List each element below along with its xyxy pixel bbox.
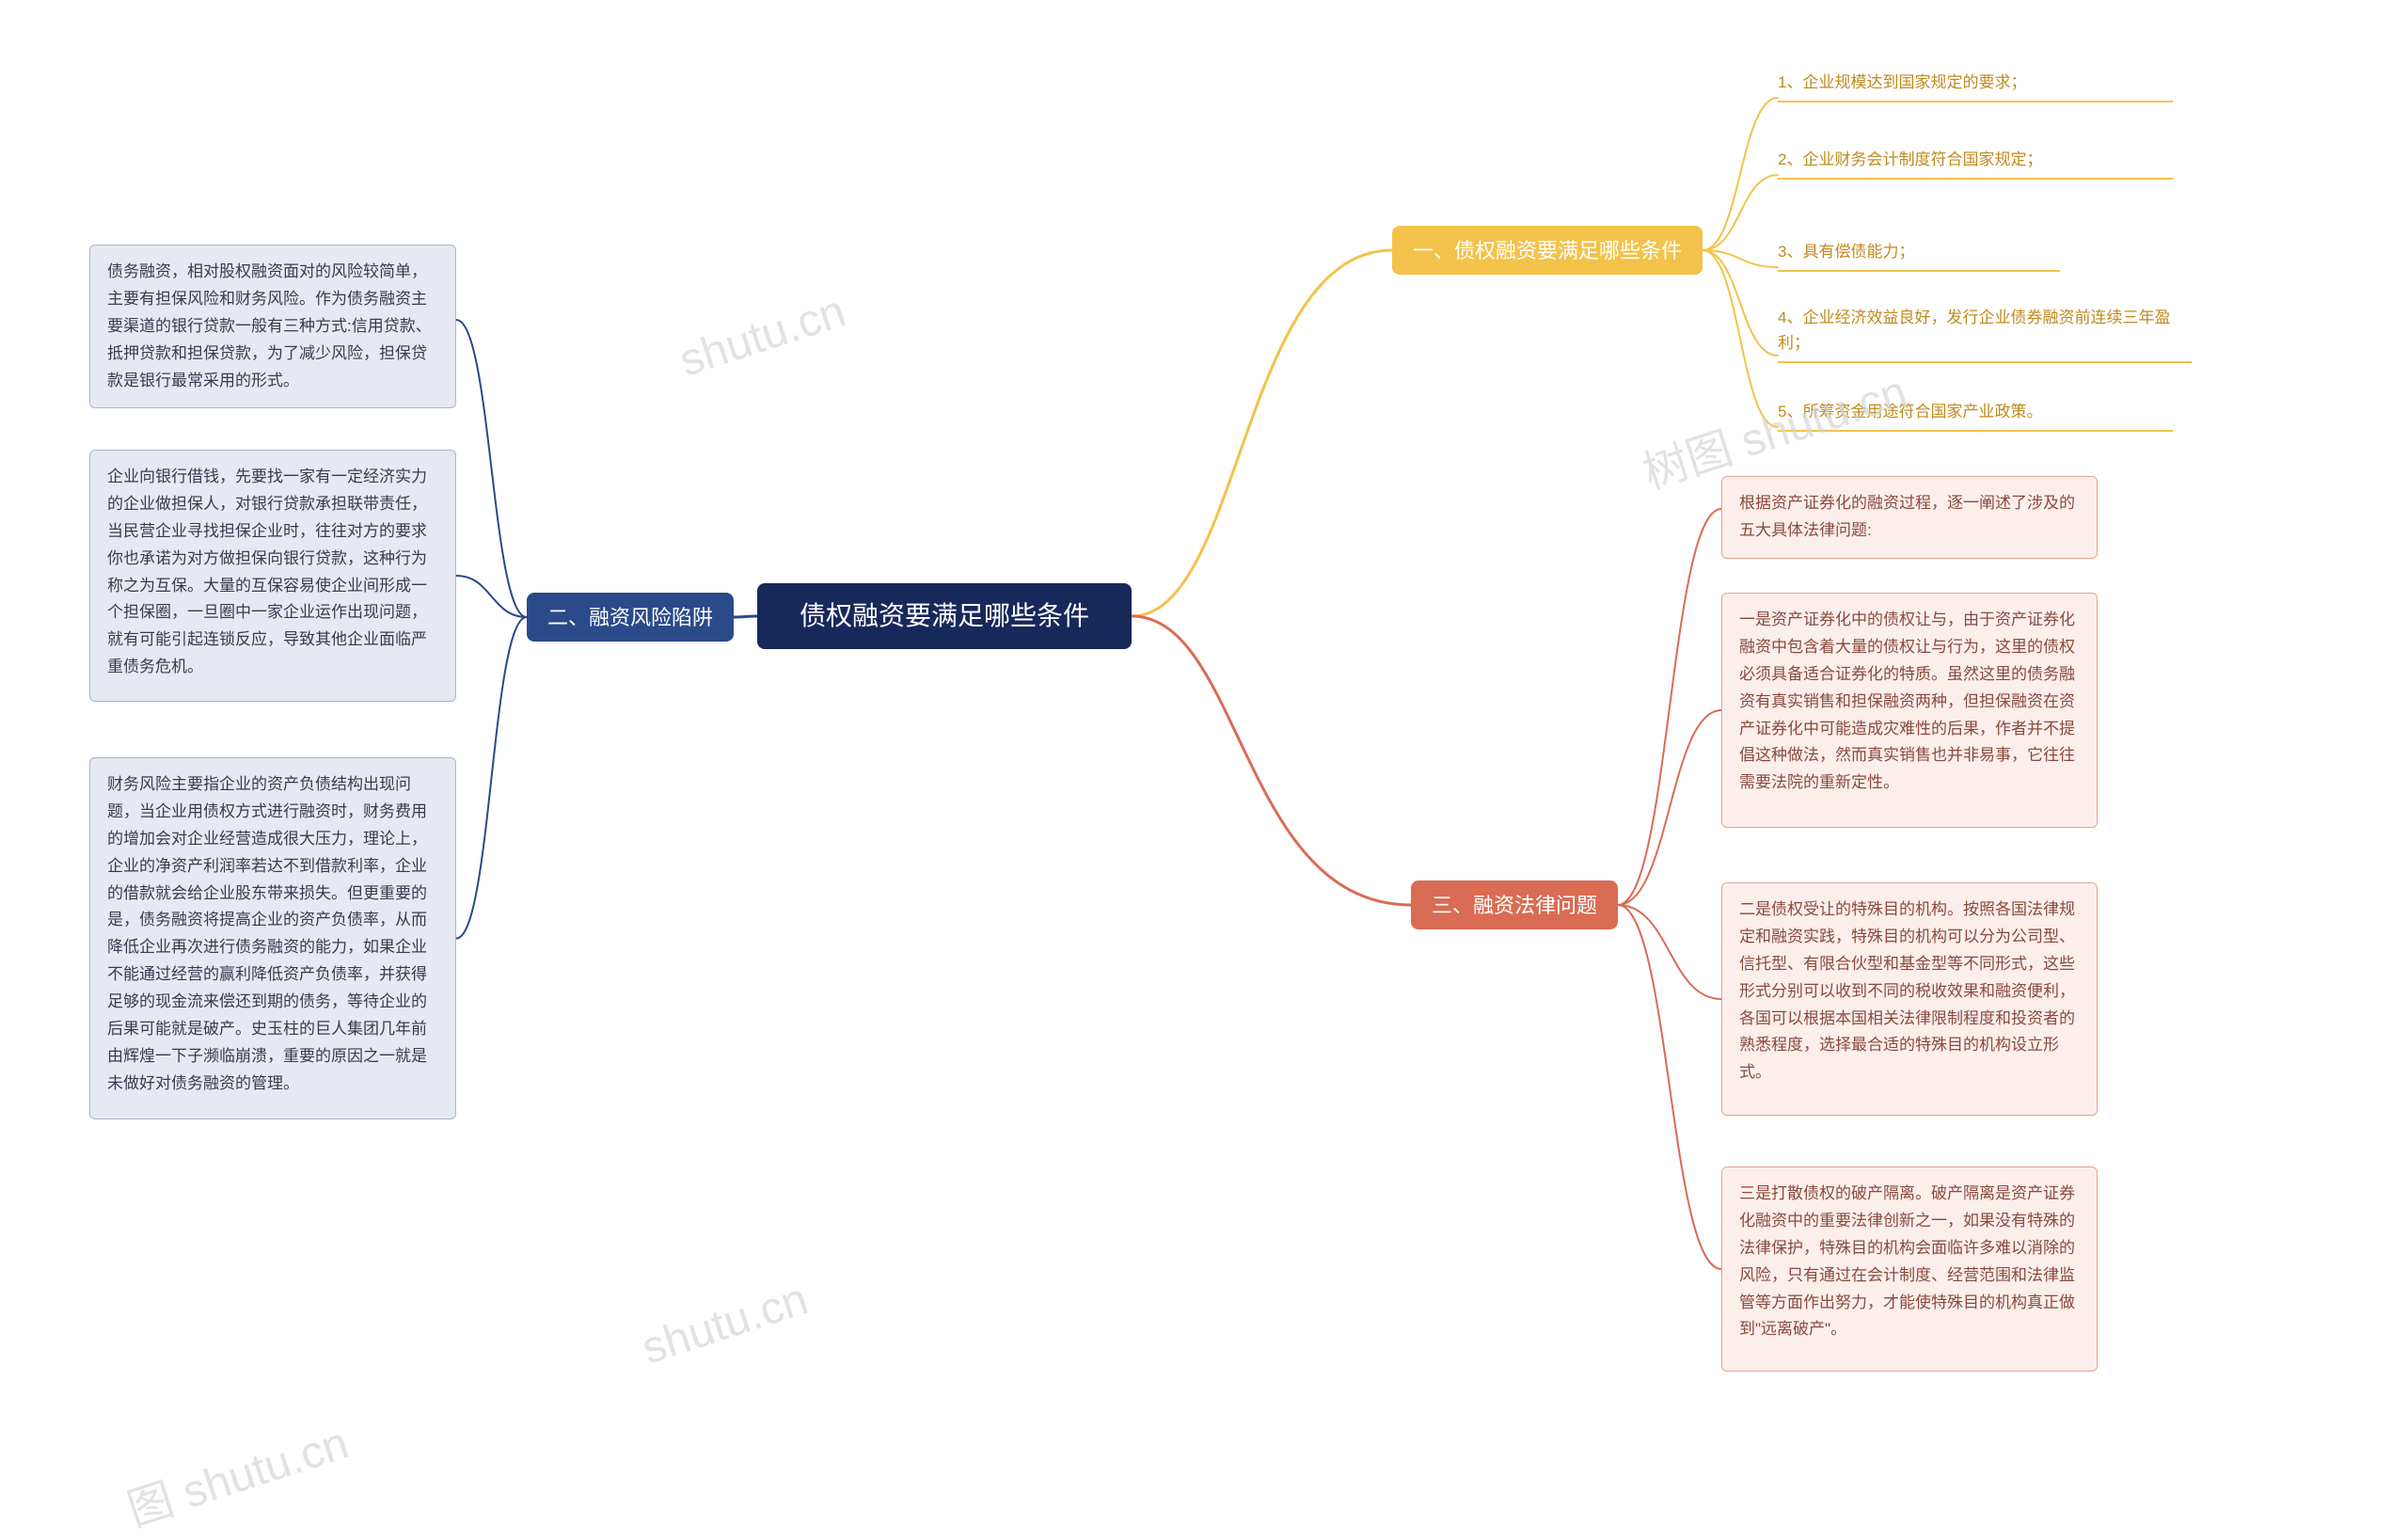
- leaf-node[interactable]: 一是资产证券化中的债权让与，由于资产证券化融资中包含着大量的债权让与行为，这里的…: [1721, 593, 2098, 828]
- leaf-node[interactable]: 企业向银行借钱，先要找一家有一定经济实力的企业做担保人，对银行贷款承担联带责任，…: [89, 450, 456, 702]
- leaf-node[interactable]: 5、所筹资金用途符合国家产业政策。: [1778, 393, 2173, 432]
- leaf-node[interactable]: 财务风险主要指企业的资产负债结构出现问题，当企业用债权方式进行融资时，财务费用的…: [89, 757, 456, 1119]
- branch-node-b1[interactable]: 一、债权融资要满足哪些条件: [1392, 226, 1703, 275]
- leaf-node[interactable]: 2、企业财务会计制度符合国家规定；: [1778, 141, 2173, 180]
- leaf-node[interactable]: 三是打散债权的破产隔离。破产隔离是资产证券化融资中的重要法律创新之一，如果没有特…: [1721, 1166, 2098, 1372]
- watermark: 图 shutu.cn: [118, 1405, 356, 1539]
- leaf-node[interactable]: 1、企业规模达到国家规定的要求；: [1778, 64, 2173, 103]
- watermark: shutu.cn: [673, 285, 852, 387]
- branch-node-b2[interactable]: 二、融资风险陷阱: [527, 593, 734, 642]
- mindmap-root[interactable]: 债权融资要满足哪些条件: [757, 583, 1132, 649]
- leaf-node[interactable]: 债务融资，相对股权融资面对的风险较简单，主要有担保风险和财务风险。作为债务融资主…: [89, 245, 456, 408]
- leaf-node[interactable]: 3、具有偿债能力；: [1778, 233, 2060, 272]
- leaf-node[interactable]: 4、企业经济效益良好，发行企业债券融资前连续三年盈利；: [1778, 299, 2192, 363]
- watermark: shutu.cn: [636, 1273, 815, 1374]
- leaf-node[interactable]: 二是债权受让的特殊目的机构。按照各国法律规定和融资实践，特殊目的机构可以分为公司…: [1721, 882, 2098, 1116]
- branch-node-b3[interactable]: 三、融资法律问题: [1411, 881, 1618, 929]
- leaf-node[interactable]: 根据资产证券化的融资过程，逐一阐述了涉及的五大具体法律问题:: [1721, 476, 2098, 559]
